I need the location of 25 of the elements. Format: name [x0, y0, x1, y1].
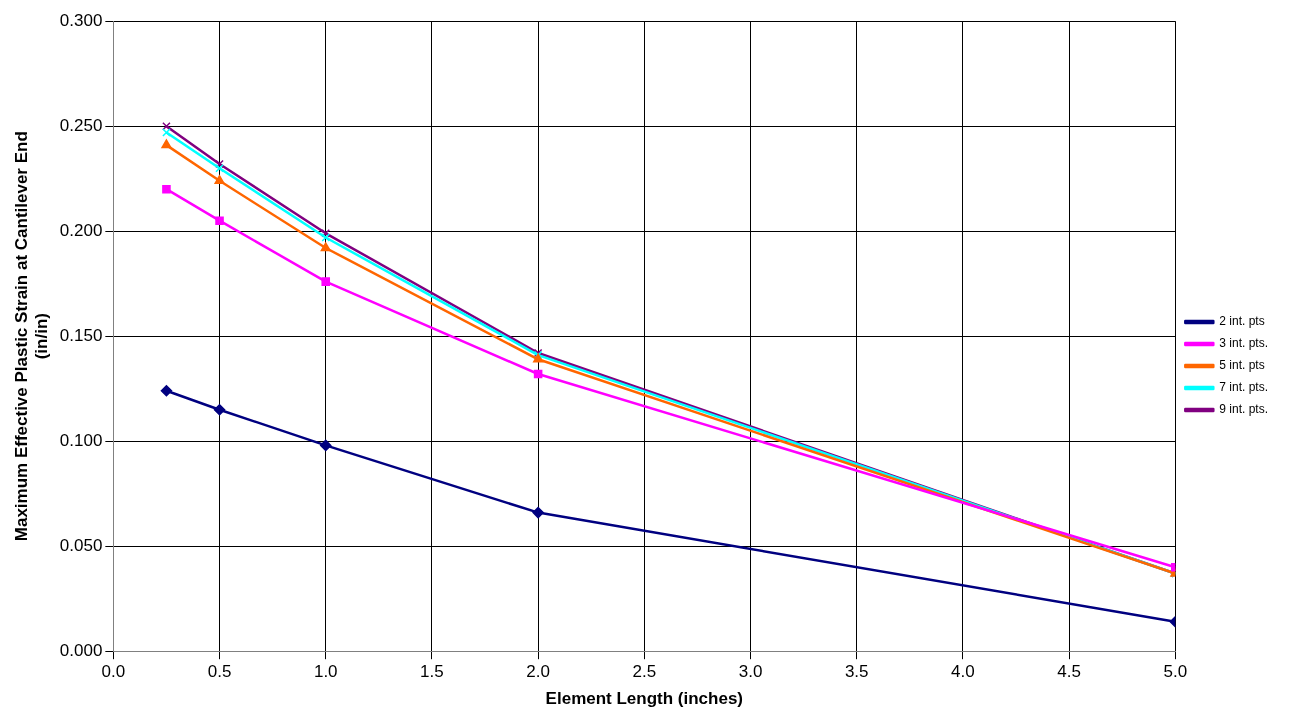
x-tick-label: 5.0	[1163, 662, 1188, 682]
y-tick-label: 0.150	[59, 325, 103, 345]
x-tick-label: 1.0	[313, 662, 338, 682]
y-tick-label: 0.100	[59, 430, 103, 450]
x-tick-label: 0.5	[207, 662, 232, 682]
x-tick-label: 0.0	[101, 662, 126, 682]
legend-label: 7 int. pts.	[1219, 380, 1269, 395]
legend-label: 9 int. pts.	[1219, 402, 1269, 417]
legend-label: 5 int. pts	[1219, 358, 1265, 373]
x-tick-label: 4.5	[1057, 662, 1081, 682]
y-tick-label: 0.200	[59, 220, 103, 240]
x-tick-label: 2.5	[632, 662, 657, 682]
y-tick-label: 0.250	[59, 115, 103, 135]
y-tick-label: 0.000	[59, 640, 103, 660]
legend-label: 2 int. pts	[1219, 314, 1265, 329]
x-tick-label: 1.5	[420, 662, 444, 682]
y-axis-title: Maximum Effective Plastic Strain at Cantilever End (in/in)	[11, 131, 52, 542]
x-tick-label: 3.5	[844, 662, 869, 682]
y-tick-label: 0.300	[59, 10, 103, 30]
x-tick-label: 4.0	[951, 662, 975, 682]
x-tick-label: 3.0	[738, 662, 763, 682]
x-axis-title: Element Length (inches)	[545, 689, 744, 709]
legend-label: 3 int. pts.	[1219, 336, 1269, 351]
y-tick-label: 0.050	[59, 535, 103, 555]
x-tick-label: 2.0	[526, 662, 550, 682]
